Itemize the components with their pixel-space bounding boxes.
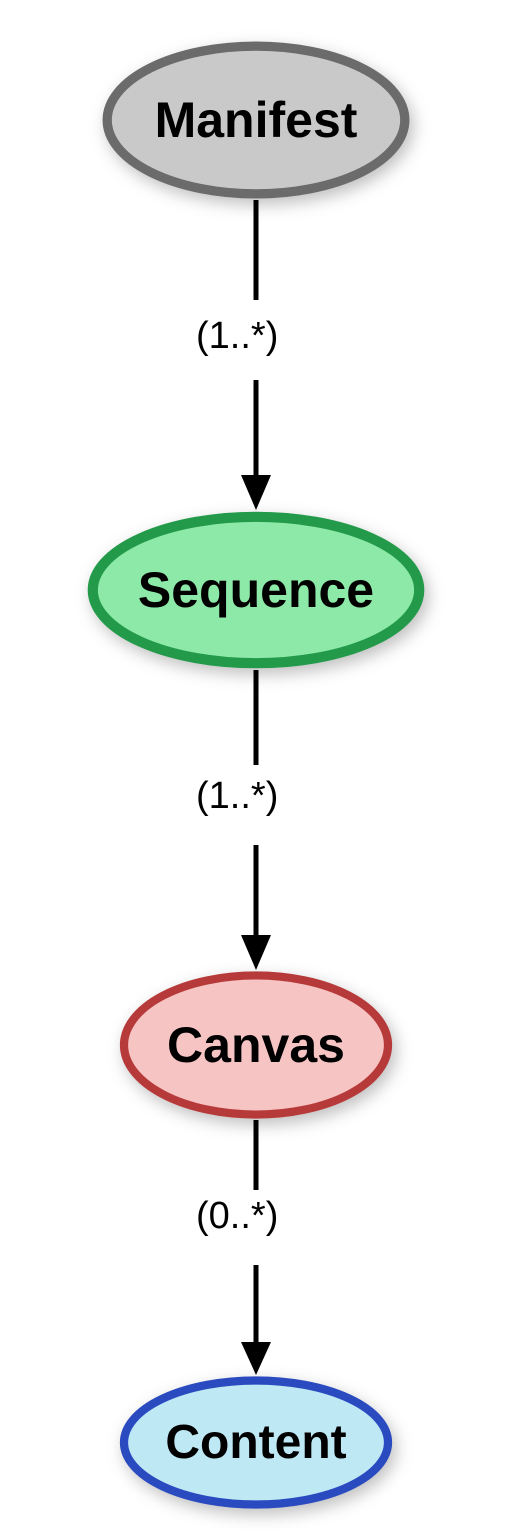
node-label-sequence: Sequence — [138, 561, 374, 619]
node-label-canvas: Canvas — [167, 1016, 345, 1074]
node-canvas: Canvas — [119, 970, 394, 1120]
arrow-icon — [236, 670, 276, 970]
edge-canvas-content: (0..*) — [156, 1120, 356, 1375]
node-sequence: Sequence — [86, 510, 426, 670]
edge-manifest-sequence: (1..*) — [156, 200, 356, 510]
edge-label: (0..*) — [196, 1195, 278, 1238]
edge-sequence-canvas: (1..*) — [156, 670, 356, 970]
arrow-icon — [236, 1120, 276, 1375]
node-manifest: Manifest — [101, 40, 411, 200]
edge-label: (1..*) — [196, 775, 278, 818]
node-content: Content — [119, 1375, 394, 1510]
node-label-content: Content — [165, 1415, 346, 1470]
diagram-container: Manifest (1..*) Sequence (1..*) Ca — [0, 0, 512, 1529]
node-label-manifest: Manifest — [155, 91, 358, 149]
edge-label: (1..*) — [196, 315, 278, 358]
